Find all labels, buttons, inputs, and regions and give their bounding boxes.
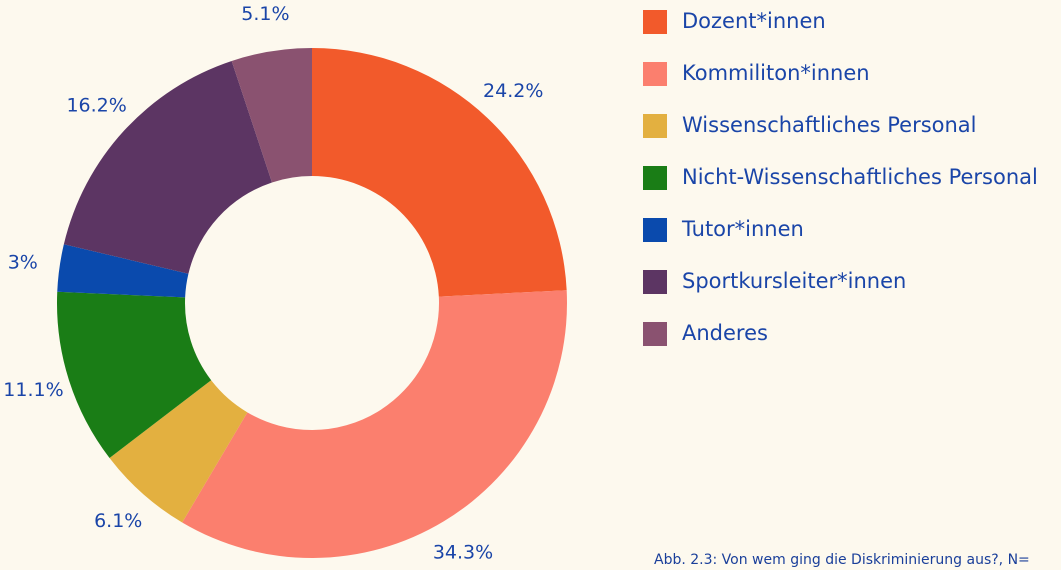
data-label: 24.2%	[483, 80, 543, 102]
legend-label: Tutor*innen	[681, 217, 804, 241]
legend-label: Anderes	[682, 321, 768, 345]
slice	[182, 290, 567, 558]
data-label: 34.3%	[433, 541, 493, 563]
legend-swatch	[643, 166, 667, 190]
legend-label: Wissenschaftliches Personal	[682, 113, 977, 137]
legend-swatch	[643, 270, 667, 294]
legend-label: Sportkursleiter*innen	[682, 269, 906, 293]
legend-swatch	[643, 322, 667, 346]
data-label: 6.1%	[94, 510, 142, 532]
caption: Abb. 2.3: Von wem ging die Diskriminieru…	[654, 552, 1030, 568]
slice	[231, 48, 312, 183]
legend-swatch	[643, 114, 667, 138]
data-label: 3%	[8, 251, 38, 273]
data-label: 16.2%	[66, 94, 126, 116]
slice	[109, 380, 248, 523]
data-label: 5.1%	[241, 3, 289, 25]
slice	[63, 60, 272, 274]
legend-label: Dozent*innen	[682, 9, 826, 33]
legend-label: Nicht-Wissenschaftliches Personal	[682, 165, 1038, 189]
legend-swatch	[643, 10, 667, 34]
slice	[57, 244, 189, 298]
legend-swatch	[643, 62, 667, 86]
slice	[312, 48, 567, 297]
legend-swatch	[643, 218, 667, 242]
data-label: 11.1%	[3, 379, 63, 401]
legend-label: Kommiliton*innen	[682, 61, 870, 85]
slice	[56, 291, 212, 459]
